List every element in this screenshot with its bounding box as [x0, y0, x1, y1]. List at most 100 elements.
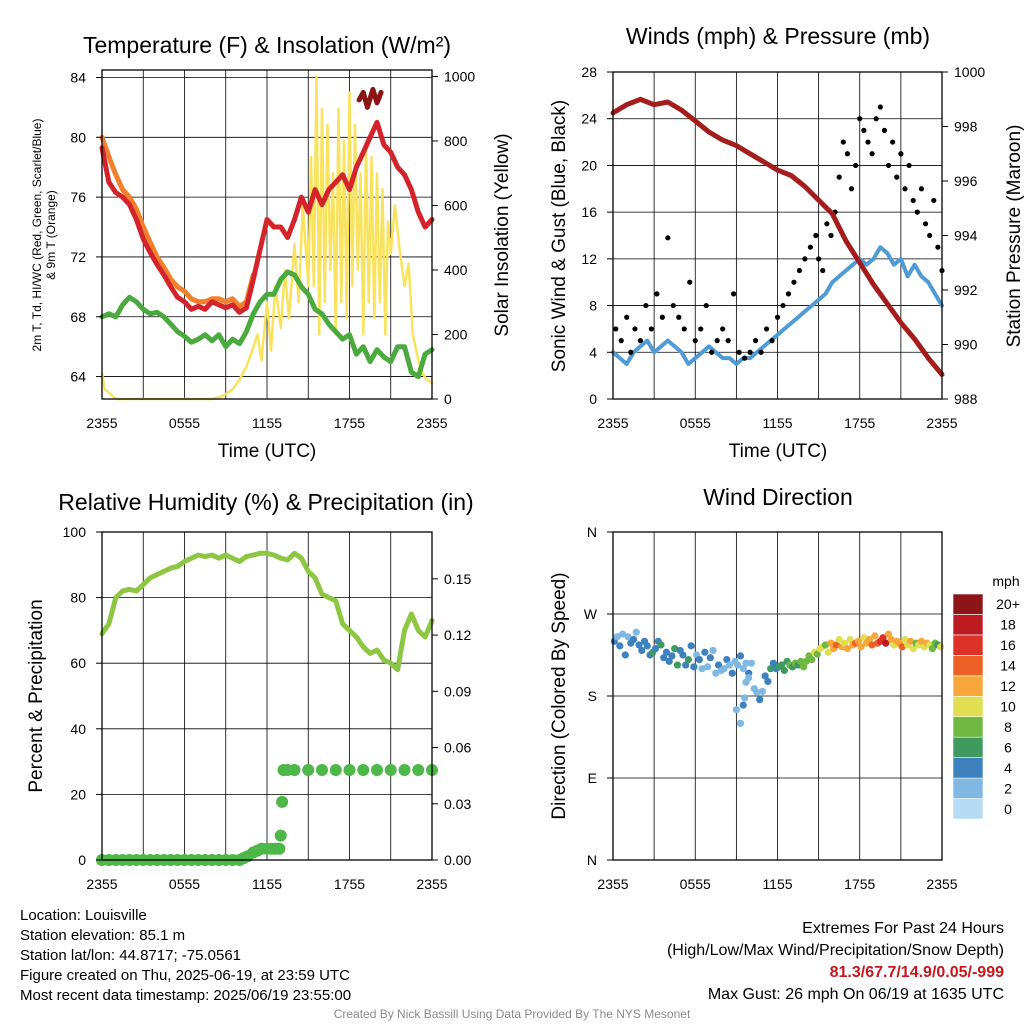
- direction-dot: [695, 655, 703, 664]
- wind-ytick-left: 8: [589, 298, 597, 314]
- direction-dot: [621, 651, 629, 659]
- figure-created: Figure created on Thu, 2025-06-19, at 23…: [20, 967, 350, 984]
- gust-dot: [624, 314, 630, 320]
- rh-ytick-right: 0.03: [444, 796, 471, 812]
- precip-dot: [329, 764, 342, 777]
- gust-dot: [758, 349, 764, 355]
- rh-grid: [101, 531, 433, 861]
- gust-dot: [927, 232, 933, 239]
- gust-dot: [865, 139, 871, 145]
- precip-dot: [412, 764, 425, 777]
- gust-dot: [931, 197, 937, 204]
- direction-dot: [701, 648, 709, 656]
- temp-xlabel: Time (UTC): [218, 441, 317, 462]
- direction-dot: [651, 645, 660, 653]
- dir-ytick: E: [588, 770, 597, 786]
- wind-ytick-right: 988: [954, 391, 978, 407]
- gust-dot: [637, 338, 644, 344]
- rh-frame: [101, 531, 433, 861]
- wind-ytick-right: 992: [954, 282, 978, 298]
- rh-xtick: 1155: [252, 876, 282, 892]
- direction-dot: [714, 661, 723, 669]
- wind-line: [611, 245, 944, 366]
- wind-ytick-right: 998: [954, 119, 978, 135]
- direction-dot: [613, 633, 621, 641]
- temp-line: [99, 119, 435, 315]
- direction-dot: [682, 661, 690, 669]
- temp-ytick-left: 84: [70, 69, 86, 85]
- precip-dot: [316, 764, 328, 777]
- gust-dot: [828, 232, 834, 239]
- gust-dot: [885, 162, 892, 169]
- gust-dot: [731, 291, 737, 297]
- rh-ytick-right: 0.15: [444, 571, 471, 587]
- dir-ytick: S: [588, 688, 597, 704]
- direction-dot: [868, 641, 876, 649]
- direction-dot: [879, 634, 887, 642]
- gust-dot: [665, 235, 671, 241]
- rh-line: [99, 550, 435, 673]
- direction-dot: [802, 657, 810, 665]
- direction-dot: [756, 696, 764, 704]
- gust-dot: [922, 221, 929, 227]
- direction-dot: [832, 641, 841, 649]
- gust-dot: [802, 256, 808, 262]
- precip-dot: [371, 764, 383, 777]
- temp-ytick-right: 600: [444, 197, 468, 213]
- gust-dot: [687, 279, 693, 285]
- rh-title: Relative Humidity (%) & Precipitation (i…: [58, 489, 473, 515]
- gust-dot: [703, 302, 709, 309]
- temp-xtick: 0555: [169, 415, 200, 431]
- colorbar-swatch: [952, 716, 984, 738]
- wind-grid: [612, 71, 943, 400]
- colorbar-label: 2: [1004, 780, 1012, 796]
- gust-dot: [877, 104, 883, 110]
- gust-dot: [709, 349, 715, 355]
- colorbar-swatch: [952, 634, 984, 656]
- direction-dot: [728, 669, 736, 677]
- temp-ytick-left: 72: [70, 249, 86, 265]
- direction-dot: [706, 654, 714, 662]
- gust-dot: [648, 326, 654, 332]
- direction-dot: [665, 657, 673, 665]
- gust-dot: [873, 116, 879, 122]
- direction-dot: [684, 655, 692, 664]
- gust-dot: [807, 244, 814, 250]
- wind-xtick: 1755: [844, 415, 875, 431]
- wind-ytick-left: 0: [589, 391, 597, 407]
- gust-dot: [698, 326, 704, 332]
- direction-dot: [764, 677, 772, 686]
- gust-dot: [747, 349, 753, 355]
- temp-ylabel-2: & 9m T (Orange): [44, 190, 58, 280]
- direction-dot: [736, 719, 745, 727]
- wind-ytick-left: 28: [581, 64, 597, 80]
- temp-xtick: 2355: [86, 415, 117, 431]
- wind-xtick: 2355: [926, 415, 957, 431]
- rh-xtick: 2355: [416, 876, 447, 892]
- direction-dot: [624, 633, 632, 641]
- colorbar-label: 8: [1004, 719, 1012, 735]
- wind-ytick-right: 996: [954, 173, 978, 189]
- direction-dot: [618, 630, 627, 638]
- gust-dot: [628, 349, 634, 355]
- direction-dot: [824, 648, 832, 656]
- gust-dot: [844, 151, 851, 157]
- direction-dot: [909, 645, 917, 653]
- dewpoint-line: [99, 269, 435, 380]
- dir-xtick: 2355: [597, 876, 628, 892]
- wind-ylabel-left: Sonic Wind & Gust (Blue, Black): [549, 100, 570, 372]
- gust-dot: [840, 139, 846, 145]
- direction-dot: [799, 663, 808, 671]
- dir-ylabel: Direction (Colored By Speed): [549, 572, 570, 819]
- colorbar-label: 6: [1004, 739, 1012, 755]
- rh-ytick-right: 0.12: [444, 627, 471, 643]
- dir-ytick: N: [587, 852, 597, 868]
- colorbar-swatch: [952, 695, 984, 718]
- gust-dot: [720, 326, 726, 332]
- gust-dot: [836, 174, 842, 180]
- direction-dot: [742, 678, 750, 686]
- colorbar-swatch: [952, 655, 984, 677]
- direction-dot: [712, 669, 720, 677]
- temp-ytick-left: 68: [70, 309, 86, 325]
- extremes-box: Extremes For Past 24 Hours (High/Low/Max…: [667, 918, 1004, 1006]
